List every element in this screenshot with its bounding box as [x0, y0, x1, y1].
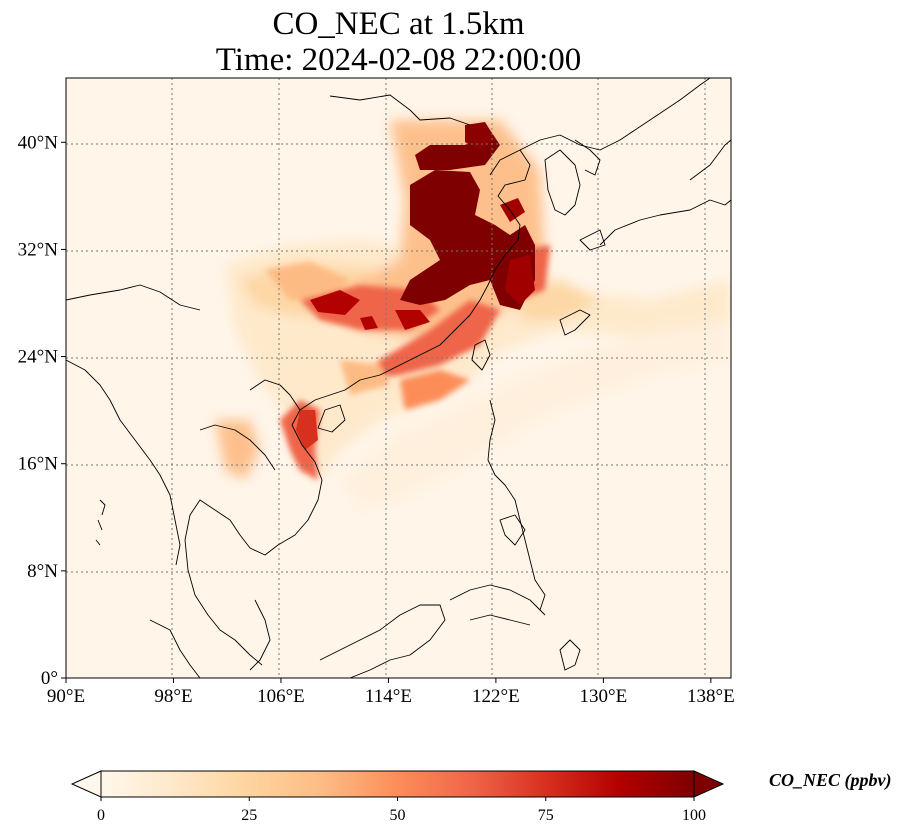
colorbar-label: CO_NEC (ppbv): [769, 770, 892, 790]
colorbar-extend-high: [693, 770, 725, 798]
concentration-field: [215, 120, 730, 510]
y-tick-label: 40°N: [18, 132, 59, 153]
colorbar-gradient: [101, 771, 694, 797]
x-tick-label: 122°E: [472, 686, 520, 707]
x-tick-label: 90°E: [47, 686, 85, 707]
y-tick-label: 16°N: [18, 454, 59, 475]
high-concentration-core: [296, 122, 535, 450]
x-tick-label: 106°E: [257, 686, 305, 707]
coastlines: [66, 78, 731, 678]
colorbar: 0 25 50 75 100: [70, 770, 725, 824]
y-tick-label: 24°N: [18, 347, 59, 368]
x-axis: 90°E 98°E 106°E 114°E 122°E 130°E 138°E: [47, 678, 735, 707]
x-tick-label: 130°E: [580, 686, 628, 707]
colorbar-tick-label: 75: [538, 807, 554, 824]
x-tick-label: 98°E: [154, 686, 192, 707]
x-tick-label: 114°E: [365, 686, 412, 707]
colorbar-tick-label: 100: [682, 807, 706, 824]
y-axis: 0° 8°N 16°N 24°N 32°N 40°N: [18, 132, 66, 689]
colorbar-tick-label: 0: [97, 807, 105, 824]
colorbar-extend-low: [70, 770, 102, 798]
y-tick-label: 0°: [41, 668, 58, 689]
x-tick-label: 138°E: [687, 686, 735, 707]
plot-border: [65, 77, 732, 679]
y-tick-label: 32°N: [18, 239, 59, 260]
colorbar-tick-label: 25: [241, 807, 257, 824]
y-tick-label: 8°N: [27, 561, 58, 582]
map-title: CO_NEC at 1.5km: [272, 6, 525, 42]
colorbar-tick-label: 50: [390, 807, 406, 824]
map-subtitle-time: Time: 2024-02-08 22:00:00: [215, 42, 582, 78]
gridlines: [66, 78, 731, 678]
